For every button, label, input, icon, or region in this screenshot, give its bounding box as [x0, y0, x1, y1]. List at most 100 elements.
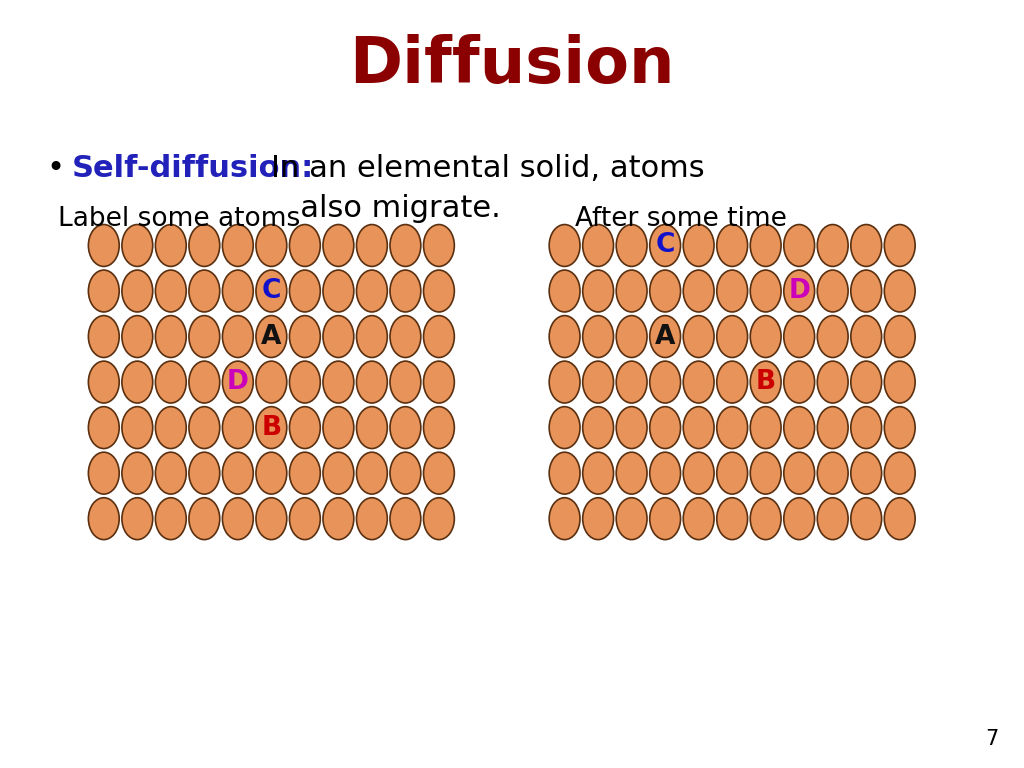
Ellipse shape: [424, 452, 455, 494]
Ellipse shape: [323, 224, 354, 266]
Ellipse shape: [122, 361, 153, 403]
Ellipse shape: [156, 316, 186, 357]
Ellipse shape: [290, 224, 321, 266]
Ellipse shape: [323, 452, 354, 494]
Ellipse shape: [717, 452, 748, 494]
Ellipse shape: [390, 224, 421, 266]
Ellipse shape: [851, 498, 882, 540]
Ellipse shape: [290, 452, 321, 494]
Ellipse shape: [156, 407, 186, 449]
Ellipse shape: [156, 452, 186, 494]
Ellipse shape: [256, 407, 287, 449]
Ellipse shape: [817, 498, 848, 540]
Ellipse shape: [851, 361, 882, 403]
Ellipse shape: [817, 316, 848, 357]
Ellipse shape: [122, 316, 153, 357]
Ellipse shape: [885, 224, 915, 266]
Ellipse shape: [851, 316, 882, 357]
Ellipse shape: [616, 224, 647, 266]
Ellipse shape: [256, 224, 287, 266]
Ellipse shape: [88, 316, 119, 357]
Ellipse shape: [390, 361, 421, 403]
Ellipse shape: [783, 361, 815, 403]
Ellipse shape: [783, 316, 815, 357]
Ellipse shape: [356, 407, 387, 449]
Ellipse shape: [424, 498, 455, 540]
Ellipse shape: [390, 316, 421, 357]
Ellipse shape: [649, 407, 681, 449]
Text: 7: 7: [985, 729, 998, 749]
Ellipse shape: [817, 361, 848, 403]
Ellipse shape: [222, 452, 253, 494]
Ellipse shape: [649, 316, 681, 357]
Text: After some time: After some time: [575, 206, 786, 232]
Text: D: D: [227, 369, 249, 395]
Ellipse shape: [122, 270, 153, 312]
Ellipse shape: [390, 498, 421, 540]
Ellipse shape: [616, 452, 647, 494]
Ellipse shape: [290, 316, 321, 357]
Ellipse shape: [323, 498, 354, 540]
Text: C: C: [262, 278, 281, 304]
Ellipse shape: [851, 407, 882, 449]
Ellipse shape: [549, 270, 580, 312]
Ellipse shape: [717, 316, 748, 357]
Ellipse shape: [717, 224, 748, 266]
Ellipse shape: [390, 407, 421, 449]
Ellipse shape: [188, 270, 220, 312]
Ellipse shape: [356, 270, 387, 312]
Ellipse shape: [356, 224, 387, 266]
Text: Self-diffusion:: Self-diffusion:: [72, 154, 314, 183]
Ellipse shape: [323, 316, 354, 357]
Ellipse shape: [851, 224, 882, 266]
Ellipse shape: [549, 224, 580, 266]
Ellipse shape: [616, 361, 647, 403]
Ellipse shape: [683, 498, 714, 540]
Ellipse shape: [851, 270, 882, 312]
Ellipse shape: [323, 270, 354, 312]
Ellipse shape: [549, 452, 580, 494]
Ellipse shape: [783, 452, 815, 494]
Ellipse shape: [256, 316, 287, 357]
Text: A: A: [261, 323, 282, 349]
Ellipse shape: [88, 270, 119, 312]
Ellipse shape: [817, 270, 848, 312]
Ellipse shape: [751, 316, 781, 357]
Ellipse shape: [188, 361, 220, 403]
Ellipse shape: [122, 452, 153, 494]
Ellipse shape: [156, 270, 186, 312]
Ellipse shape: [885, 498, 915, 540]
Ellipse shape: [583, 361, 613, 403]
Ellipse shape: [683, 361, 714, 403]
Ellipse shape: [188, 407, 220, 449]
Ellipse shape: [751, 452, 781, 494]
Ellipse shape: [222, 361, 253, 403]
Ellipse shape: [424, 361, 455, 403]
Ellipse shape: [122, 224, 153, 266]
Ellipse shape: [256, 452, 287, 494]
Ellipse shape: [783, 498, 815, 540]
Ellipse shape: [390, 270, 421, 312]
Ellipse shape: [649, 361, 681, 403]
Ellipse shape: [649, 270, 681, 312]
Text: Label some atoms: Label some atoms: [58, 206, 300, 232]
Ellipse shape: [188, 224, 220, 266]
Ellipse shape: [583, 316, 613, 357]
Ellipse shape: [683, 316, 714, 357]
Ellipse shape: [188, 316, 220, 357]
Ellipse shape: [751, 224, 781, 266]
Ellipse shape: [583, 452, 613, 494]
Ellipse shape: [649, 224, 681, 266]
Text: B: B: [261, 415, 282, 441]
Ellipse shape: [616, 316, 647, 357]
Text: A: A: [655, 323, 675, 349]
Ellipse shape: [356, 361, 387, 403]
Text: In an elemental solid, atoms
   also migrate.: In an elemental solid, atoms also migrat…: [271, 154, 705, 223]
Ellipse shape: [751, 498, 781, 540]
Ellipse shape: [683, 407, 714, 449]
Ellipse shape: [683, 224, 714, 266]
Ellipse shape: [290, 270, 321, 312]
Ellipse shape: [88, 452, 119, 494]
Ellipse shape: [817, 452, 848, 494]
Ellipse shape: [885, 407, 915, 449]
